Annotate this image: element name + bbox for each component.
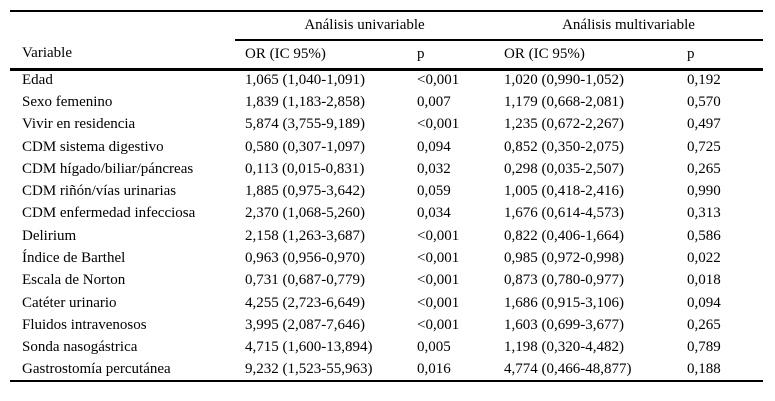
table-row: Sexo femenino 1,839 (1,183-2,858) 0,007 … <box>10 91 763 113</box>
cell-or-multivariable: 1,235 (0,672-2,267) <box>504 116 625 133</box>
results-table: Análisis univariable Análisis multivaria… <box>10 10 764 383</box>
cell-or-univariable: 0,963 (0,956-0,970) <box>245 250 365 267</box>
table-row: Gastrostomía percutánea 9,232 (1,523-55,… <box>10 359 763 381</box>
cell-or-multivariable: 1,603 (0,699-3,677) <box>504 316 625 333</box>
col-header-or-univariable: OR (IC 95%) <box>235 40 407 71</box>
table-header: Análisis univariable Análisis multivaria… <box>10 11 764 71</box>
cell-p-univariable: <0,001 <box>417 294 460 311</box>
cell-or-univariable: 9,232 (1,523-55,963) <box>245 361 373 377</box>
cell-or-univariable: 1,065 (1,040-1,091) <box>245 72 365 89</box>
cell-or-univariable: 4,715 (1,600-13,894) <box>245 339 373 356</box>
table-row: Escala de Norton 0,731 (0,687-0,779) <0,… <box>10 270 763 292</box>
cell-or-multivariable: 1,005 (0,418-2,416) <box>504 183 625 200</box>
cell-or-multivariable: 1,020 (0,990-1,052) <box>504 72 625 89</box>
cell-p-multivariable: 0,018 <box>687 272 721 289</box>
cell-p-multivariable: 0,586 <box>687 227 721 244</box>
cell-or-univariable: 3,995 (2,087-7,646) <box>245 316 365 333</box>
cell-variable: CDM hígado/biliar/páncreas <box>22 160 194 177</box>
cell-variable: Sexo femenino <box>22 93 113 110</box>
cell-or-multivariable: 1,686 (0,915-3,106) <box>504 294 625 311</box>
cell-or-multivariable: 0,852 (0,350-2,075) <box>504 138 625 155</box>
col-header-p-multivariable: p <box>677 40 764 71</box>
cell-variable: Vivir en residencia <box>22 116 136 133</box>
cell-or-multivariable: 0,822 (0,406-1,664) <box>504 227 625 244</box>
table-body: Edad 1,065 (1,040-1,091) <0,001 1,020 (0… <box>10 69 763 381</box>
cell-p-multivariable: 0,725 <box>687 138 721 155</box>
cell-or-univariable: 2,370 (1,068-5,260) <box>245 205 365 222</box>
cell-or-multivariable: 4,774 (0,466-48,877) <box>504 361 632 377</box>
cell-variable: Fluidos intravenosos <box>22 316 147 333</box>
span-header-row: Análisis univariable Análisis multivaria… <box>10 11 764 41</box>
cell-variable: CDM enfermedad infecciosa <box>22 205 196 222</box>
span-header-spacer <box>10 11 235 40</box>
cell-or-univariable: 5,874 (3,755-9,189) <box>245 116 365 133</box>
cell-p-univariable: 0,059 <box>417 183 451 200</box>
cell-p-multivariable: 0,570 <box>687 93 721 110</box>
table-row: CDM sistema digestivo 0,580 (0,307-1,097… <box>10 136 763 158</box>
cell-variable: CDM sistema digestivo <box>22 138 164 155</box>
cell-or-univariable: 1,839 (1,183-2,858) <box>245 93 365 110</box>
cell-p-univariable: <0,001 <box>417 116 460 133</box>
cell-or-multivariable: 1,198 (0,320-4,482) <box>504 339 625 356</box>
cell-variable: Sonda nasogástrica <box>22 339 138 356</box>
cell-p-multivariable: 0,265 <box>687 160 721 177</box>
table-row: Índice de Barthel 0,963 (0,956-0,970) <0… <box>10 247 763 269</box>
cell-p-multivariable: 0,990 <box>687 183 721 200</box>
cell-p-multivariable: 0,265 <box>687 316 721 333</box>
cell-or-univariable: 4,255 (2,723-6,649) <box>245 294 365 311</box>
cell-or-multivariable: 0,985 (0,972-0,998) <box>504 250 625 267</box>
cell-p-univariable: <0,001 <box>417 272 460 289</box>
cell-p-univariable: 0,005 <box>417 339 451 356</box>
cell-p-univariable: 0,016 <box>417 361 451 377</box>
cell-or-multivariable: 0,873 (0,780-0,977) <box>504 272 625 289</box>
cell-variable: Escala de Norton <box>22 272 126 289</box>
column-header-row: Variable OR (IC 95%) p OR (IC 95%) p <box>10 40 764 71</box>
cell-variable: Delirium <box>22 227 77 244</box>
cell-p-multivariable: 0,192 <box>687 72 721 89</box>
table-row: CDM hígado/biliar/páncreas 0,113 (0,015-… <box>10 158 763 180</box>
cell-or-univariable: 0,731 (0,687-0,779) <box>245 272 365 289</box>
cell-or-univariable: 0,113 (0,015-0,831) <box>245 160 365 177</box>
cell-p-univariable: 0,032 <box>417 160 451 177</box>
cell-or-univariable: 0,580 (0,307-1,097) <box>245 138 365 155</box>
span-header-univariable: Análisis univariable <box>235 11 495 41</box>
table-row: Sonda nasogástrica 4,715 (1,600-13,894) … <box>10 337 763 359</box>
span-header-multivariable: Análisis multivariable <box>494 11 764 41</box>
table-row: Delirium 2,158 (1,263-3,687) <0,001 0,82… <box>10 225 763 247</box>
table-row: CDM riñón/vías urinarias 1,885 (0,975-3,… <box>10 180 763 202</box>
table-row: Fluidos intravenosos 3,995 (2,087-7,646)… <box>10 314 763 336</box>
cell-or-univariable: 1,885 (0,975-3,642) <box>245 183 365 200</box>
table-row: Vivir en residencia 5,874 (3,755-9,189) … <box>10 114 763 136</box>
cell-variable: Índice de Barthel <box>22 250 126 267</box>
cell-p-multivariable: 0,789 <box>687 339 721 356</box>
cell-p-univariable: <0,001 <box>417 227 460 244</box>
cell-variable: Gastrostomía percutánea <box>22 361 171 377</box>
table-row: Catéter urinario 4,255 (2,723-6,649) <0,… <box>10 292 763 314</box>
cell-p-multivariable: 0,313 <box>687 205 721 222</box>
col-header-or-multivariable: OR (IC 95%) <box>494 40 678 71</box>
cell-variable: CDM riñón/vías urinarias <box>22 183 177 200</box>
table-row: CDM enfermedad infecciosa 2,370 (1,068-5… <box>10 203 763 225</box>
cell-or-multivariable: 1,676 (0,614-4,573) <box>504 205 625 222</box>
cell-p-univariable: <0,001 <box>417 72 460 89</box>
cell-or-multivariable: 1,179 (0,668-2,081) <box>504 93 625 110</box>
cell-p-univariable: 0,007 <box>417 93 451 110</box>
table-row: Edad 1,065 (1,040-1,091) <0,001 1,020 (0… <box>10 69 763 91</box>
cell-p-univariable: 0,034 <box>417 205 451 222</box>
cell-p-univariable: <0,001 <box>417 316 460 333</box>
cell-p-multivariable: 0,188 <box>687 361 721 377</box>
cell-p-multivariable: 0,497 <box>687 116 721 133</box>
cell-p-multivariable: 0,094 <box>687 294 721 311</box>
cell-p-univariable: <0,001 <box>417 250 460 267</box>
cell-p-univariable: 0,094 <box>417 138 451 155</box>
cell-variable: Catéter urinario <box>22 294 117 311</box>
cell-variable: Edad <box>22 72 53 89</box>
cell-or-multivariable: 0,298 (0,035-2,507) <box>504 160 625 177</box>
cell-p-multivariable: 0,022 <box>687 250 721 267</box>
col-header-variable: Variable <box>10 40 235 71</box>
col-header-p-univariable: p <box>407 40 495 71</box>
cell-or-univariable: 2,158 (1,263-3,687) <box>245 227 365 244</box>
